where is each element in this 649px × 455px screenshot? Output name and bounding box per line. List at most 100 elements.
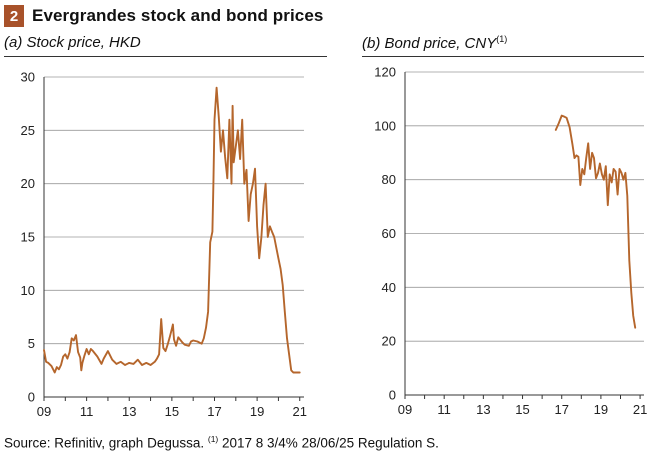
stock-data-point (116, 363, 118, 365)
stock-data-point (282, 284, 284, 286)
stock-data-point (254, 168, 256, 170)
stock-data-point (60, 364, 62, 366)
stock-data-point (239, 158, 241, 160)
stock-data-point (88, 353, 90, 355)
stock-data-point (226, 177, 228, 179)
stock-data-point (69, 351, 71, 353)
bond-data-point (558, 122, 560, 124)
bond-data-point (611, 181, 613, 183)
stock-data-point (212, 183, 214, 185)
stock-data-point (58, 368, 60, 370)
bond-data-point (603, 179, 605, 181)
stock-data-point (228, 119, 230, 121)
stock-data-point (167, 344, 169, 346)
stock-data-point (231, 183, 233, 185)
bond-data-point (581, 168, 583, 170)
bond-data-point (609, 173, 611, 175)
stock-data-point (175, 345, 177, 347)
bond-x-tick-label: 17 (554, 402, 568, 417)
bond-data-point (585, 157, 587, 159)
bond-data-point (574, 157, 576, 159)
stock-data-point (243, 183, 245, 185)
bond-y-tick-label: 40 (382, 280, 396, 295)
stock-data-point (120, 361, 122, 363)
stock-data-point (284, 311, 286, 313)
stock-y-tick-label: 0 (28, 390, 35, 405)
stock-data-point (232, 105, 234, 107)
bond-data-point (624, 172, 626, 174)
bond-data-point (579, 184, 581, 186)
stock-x-tick-label: 13 (122, 404, 136, 419)
stock-data-point (260, 236, 262, 238)
stock-data-point (288, 353, 290, 355)
stock-data-point (252, 183, 254, 185)
stock-x-tick-label: 11 (80, 404, 94, 419)
stock-data-point (224, 156, 226, 158)
bond-data-point (593, 157, 595, 159)
stock-y-tick-label: 5 (28, 336, 35, 351)
bond-data-point (591, 152, 593, 154)
stock-data-point (62, 356, 64, 358)
bond-y-tick-label: 20 (382, 334, 396, 349)
stock-data-point (233, 161, 235, 163)
bond-data-point (566, 117, 568, 119)
stock-data-point (150, 364, 152, 366)
bond-y-tick-label: 100 (374, 118, 396, 133)
stock-data-point (201, 343, 203, 345)
stock-data-point (246, 169, 248, 171)
stock-data-point (241, 119, 243, 121)
source-footnote-text: 2017 8 3/4% 28/06/25 Regulation S. (218, 435, 439, 451)
stock-data-point (107, 350, 109, 352)
stock-data-point (43, 349, 45, 351)
stock-y-tick-label: 30 (21, 70, 35, 85)
bond-data-point (599, 163, 601, 165)
stock-y-tick-label: 15 (21, 230, 35, 245)
bond-x-tick-label: 13 (476, 402, 490, 417)
stock-data-point (158, 353, 160, 355)
stock-data-point (222, 129, 224, 131)
bond-data-point (583, 173, 585, 175)
stock-data-point (292, 372, 294, 374)
stock-data-point (190, 341, 192, 343)
bond-data-point (605, 165, 607, 167)
bond-data-point (601, 173, 603, 175)
bond-y-tick-label: 0 (389, 388, 396, 403)
stock-data-point (103, 358, 105, 360)
stock-data-point (51, 365, 53, 367)
stock-x-tick-label: 21 (293, 404, 307, 419)
bond-data-point (555, 129, 557, 131)
stock-data-point (295, 372, 297, 374)
bond-y-tick-label: 120 (374, 65, 396, 80)
stock-data-point (172, 324, 174, 326)
stock-data-point (156, 358, 158, 360)
bond-data-point (634, 327, 636, 329)
stock-data-point (145, 362, 147, 364)
stock-data-point (47, 362, 49, 364)
bond-x-tick-label: 11 (437, 402, 451, 417)
stock-data-point (220, 151, 222, 153)
source-text: Source: Refinitiv, graph Degussa. (4, 435, 208, 451)
stock-data-point (90, 348, 92, 350)
bond-data-point (589, 168, 591, 170)
stock-data-point (54, 372, 56, 374)
stock-x-tick-label: 09 (37, 404, 51, 419)
stock-data-point (216, 87, 218, 89)
bond-x-tick-label: 15 (515, 402, 529, 417)
stock-data-point (128, 362, 130, 364)
right-panel-title-footnote: (1) (496, 34, 508, 44)
stock-data-point (205, 327, 207, 329)
stock-y-tick-label: 25 (21, 123, 35, 138)
stock-data-point (269, 225, 271, 227)
bond-data-point (587, 142, 589, 144)
stock-series-line (43, 86, 301, 374)
stock-data-point (218, 117, 220, 119)
source-footnote-marker: (1) (207, 434, 219, 444)
bond-data-point (622, 179, 624, 181)
stock-data-point (235, 145, 237, 147)
stock-data-point (84, 354, 86, 356)
stock-data-point (64, 353, 66, 355)
stock-data-point (297, 372, 299, 374)
bond-data-point (630, 292, 632, 294)
stock-data-point (211, 231, 213, 233)
bond-data-point (619, 168, 621, 170)
